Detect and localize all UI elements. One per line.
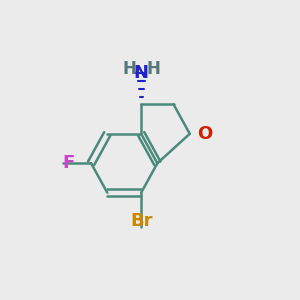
- Text: Br: Br: [130, 212, 152, 230]
- Text: F: F: [63, 154, 75, 172]
- Text: O: O: [197, 125, 212, 143]
- Text: N: N: [134, 64, 149, 82]
- Text: H: H: [122, 60, 136, 78]
- Text: H: H: [146, 60, 160, 78]
